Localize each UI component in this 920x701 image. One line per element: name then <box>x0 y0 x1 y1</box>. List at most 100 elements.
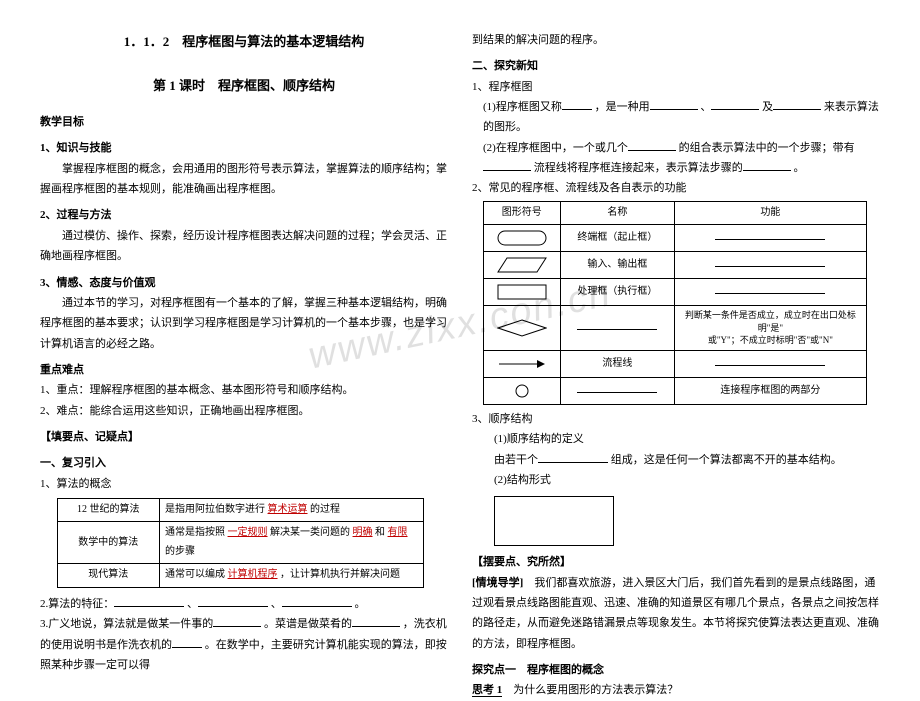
text: 组成，这是任何一个算法都离不开的基本结构。 <box>611 454 842 466</box>
heading-attitude: 3、情感、态度与价值观 <box>40 273 448 293</box>
io-icon <box>497 257 547 273</box>
text: 解决某一类问题的 <box>270 527 350 538</box>
table-row: 输入、输出框 <box>484 252 867 279</box>
text: 、 <box>187 598 198 610</box>
blank <box>715 285 825 295</box>
blank <box>282 597 352 607</box>
text: 2.算法的特征： <box>40 598 114 610</box>
text: 或"Y"；不成立时标明"否"或"N" <box>679 334 861 347</box>
explore-think: 思考 1 为什么要用图形的方法表示算法？ <box>472 680 880 700</box>
decision-icon <box>497 319 547 337</box>
cell: 12 世纪的算法 <box>57 498 160 522</box>
section-2-1b: (2)在程序框图中，一个或几个 的组合表示算法中的一个步骤；带有 流程线将程序框… <box>472 138 880 179</box>
th-name: 名称 <box>560 201 675 225</box>
focus-2: 2、难点：能综合运用这些知识，正确地画出程序框图。 <box>40 401 448 421</box>
shape-cell <box>484 351 561 378</box>
shape-cell <box>484 252 561 279</box>
th-func: 功能 <box>675 201 866 225</box>
terminator-icon <box>497 230 547 246</box>
heading-process: 2、过程与方法 <box>40 205 448 225</box>
blank <box>352 617 400 627</box>
focus-1: 1、重点：理解程序框图的基本概念、基本图形符号和顺序结构。 <box>40 380 448 400</box>
blank <box>743 161 791 171</box>
text-red: 算术运算 <box>268 504 308 515</box>
blank <box>198 597 268 607</box>
shape-cell <box>484 378 561 405</box>
blank <box>715 258 825 268</box>
cell <box>560 306 675 351</box>
section-1-3: 3.广义地说，算法就是做某一件事的 。菜谱是做菜肴的 ，洗衣机的使用说明书是作洗… <box>40 614 448 675</box>
cell <box>675 252 866 279</box>
cell <box>675 279 866 306</box>
cell: 数学中的算法 <box>57 522 160 564</box>
para-attitude: 通过本节的学习，对程序框图有一个基本的了解，掌握三种基本逻辑结构，明确程序框图的… <box>40 293 448 354</box>
text: 是指用阿拉伯数字进行 <box>165 504 265 515</box>
blank <box>715 356 825 366</box>
shape-table: 图形符号 名称 功能 终端框（起止框） 输入、输出框 处理框（执行框） 判断某一… <box>483 201 867 405</box>
cell: 终端框（起止框） <box>560 225 675 252</box>
table-row: 流程线 <box>484 351 867 378</box>
text: (2)在程序框图中，一个或几个 <box>483 142 628 154</box>
blank <box>715 231 825 241</box>
section-2-1: 1、程序框图 <box>472 77 880 97</box>
table-row: 终端框（起止框） <box>484 225 867 252</box>
heading-goal: 教学目标 <box>40 112 448 132</box>
cell: 判断某一条件是否成立，成立时在出口处标明"是" 或"Y"；不成立时标明"否"或"… <box>675 306 866 351</box>
cell: 通常是指按照 一定规则 解决某一类问题的 明确 和 有限 的步骤 <box>160 522 424 564</box>
th-shape: 图形符号 <box>484 201 561 225</box>
title-main: 1．1．2 程序框图与算法的基本逻辑结构 <box>40 30 448 54</box>
think-label: 思考 1 <box>472 684 502 697</box>
text: 、 <box>700 101 711 113</box>
text: 的步骤 <box>165 546 195 557</box>
blank <box>114 597 184 607</box>
text: 我们都喜欢旅游，进入景区大门后，我们首先看到的是景点线路图，通过观看景点线路图能… <box>472 577 879 650</box>
text-red: 一定规则 <box>228 527 268 538</box>
blank <box>172 637 202 647</box>
explore-heading: 【摆要点、究所然】 <box>472 552 880 572</box>
para-knowledge: 掌握程序框图的概念，会用通用的图形符号表示算法，掌握算法的顺序结构；掌握画程序框… <box>40 159 448 200</box>
explore-lead: [情境导学] <box>472 577 523 589</box>
heading-knowledge: 1、知识与技能 <box>40 138 448 158</box>
left-column: 1．1．2 程序框图与算法的基本逻辑结构 第 1 课时 程序框图、顺序结构 教学… <box>28 30 460 630</box>
process-icon <box>497 284 547 300</box>
table-row: 处理框（执行框） <box>484 279 867 306</box>
blank <box>628 140 676 150</box>
section-1-heading: 一、复习引入 <box>40 453 448 473</box>
para-process: 通过模仿、操作、探索，经历设计程序框图表达解决问题的过程；学会灵活、正确地画程序… <box>40 226 448 267</box>
text: 为什么要用图形的方法表示算法？ <box>502 684 678 696</box>
text: ，让计算机执行并解决问题 <box>280 569 400 580</box>
cell <box>560 378 675 405</box>
cell: 通常可以编成 计算机程序 ，让计算机执行并解决问题 <box>160 564 424 588</box>
blank <box>711 100 759 110</box>
section-2-heading: 二、探究新知 <box>472 56 880 76</box>
text: 、 <box>271 598 282 610</box>
text: 流程线将程序框连接起来，表示算法步骤的 <box>534 162 743 174</box>
cell <box>675 351 866 378</box>
connector-icon <box>512 383 532 399</box>
blank <box>577 320 657 330</box>
text: 通常可以编成 <box>165 569 225 580</box>
text: 的组合表示算法中的一个步骤；带有 <box>679 142 855 154</box>
blank <box>773 100 821 110</box>
explore-q: 探究点一 程序框图的概念 <box>472 660 880 680</box>
table-row: 连接程序框图的两部分 <box>484 378 867 405</box>
table-row: 现代算法 通常可以编成 计算机程序 ，让计算机执行并解决问题 <box>57 564 423 588</box>
heading-focus: 重点难点 <box>40 360 448 380</box>
cell: 现代算法 <box>57 564 160 588</box>
text: 由若干个 <box>494 454 538 466</box>
table-row: 判断某一条件是否成立，成立时在出口处标明"是" 或"Y"；不成立时标明"否"或"… <box>484 306 867 351</box>
text: 的过程 <box>310 504 340 515</box>
blank <box>213 617 261 627</box>
section-2-2: 2、常见的程序框、流程线及各自表示的功能 <box>472 178 880 198</box>
text-red: 明确 <box>353 527 373 538</box>
explore-para: [情境导学] 我们都喜欢旅游，进入景区大门后，我们首先看到的是景点线路图，通过观… <box>472 573 880 654</box>
shape-cell <box>484 225 561 252</box>
section-2-3: 3、顺序结构 <box>472 409 880 429</box>
table-row: 图形符号 名称 功能 <box>484 201 867 225</box>
continuation: 到结果的解决问题的程序。 <box>472 30 880 50</box>
text: 判断某一条件是否成立，成立时在出口处标明"是" <box>679 309 861 334</box>
title-sub: 第 1 课时 程序框图、顺序结构 <box>40 74 448 98</box>
text-red: 有限 <box>388 527 408 538</box>
structure-placeholder <box>494 496 614 546</box>
concept-table: 12 世纪的算法 是指用阿拉伯数字进行 算术运算 的过程 数学中的算法 通常是指… <box>57 498 424 588</box>
